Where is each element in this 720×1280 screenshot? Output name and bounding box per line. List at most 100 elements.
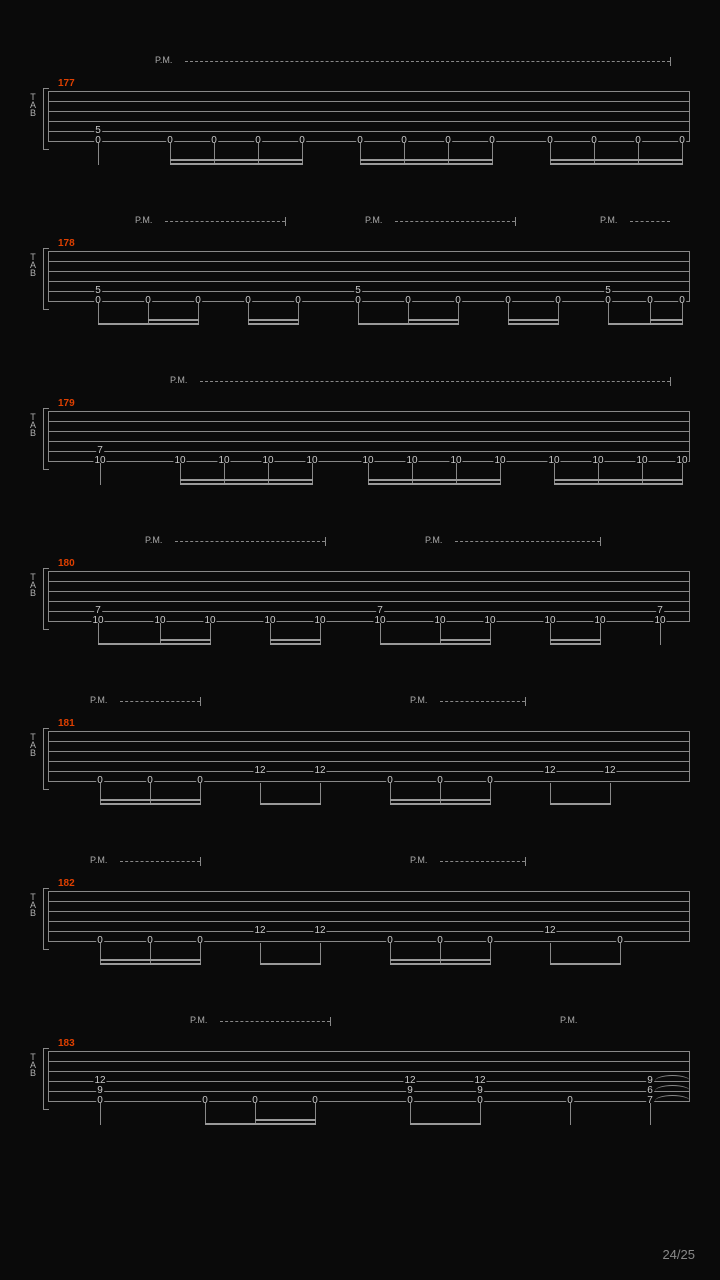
palm-mute-end <box>325 537 326 546</box>
note-stem <box>205 1103 206 1125</box>
beam <box>255 1119 316 1121</box>
note-stem <box>620 943 621 965</box>
note-stem <box>490 943 491 965</box>
barline <box>48 891 49 941</box>
beam <box>160 639 211 641</box>
staff-line <box>48 731 690 732</box>
page-number: 24/25 <box>662 1247 695 1262</box>
fret-number: 12 <box>253 926 266 936</box>
beam <box>390 963 491 965</box>
note-stem <box>554 463 555 485</box>
palm-mute-span <box>185 61 670 63</box>
staff-line <box>48 1071 690 1072</box>
palm-mute-label: P.M. <box>365 215 382 225</box>
note-stem <box>255 1103 256 1125</box>
fret-number: 12 <box>603 766 616 776</box>
bar-number: 177 <box>58 78 75 89</box>
staff-line <box>48 271 690 272</box>
beam <box>358 323 459 325</box>
staff-line <box>48 761 690 762</box>
note-stem <box>492 143 493 165</box>
note-stem <box>638 143 639 165</box>
tie <box>655 1095 690 1101</box>
beam <box>100 963 201 965</box>
staff-line <box>48 771 690 772</box>
note-stem <box>558 303 559 325</box>
beam <box>440 639 491 641</box>
bar-number: 181 <box>58 718 75 729</box>
note-stem <box>358 303 359 325</box>
staff-line <box>48 131 690 132</box>
note-stem <box>642 463 643 485</box>
staff-line <box>48 781 690 782</box>
bar-number: 183 <box>58 1038 75 1049</box>
staff-line <box>48 431 690 432</box>
note-stem <box>600 623 601 645</box>
palm-mute-end <box>525 697 526 706</box>
tab-clef: TAB <box>28 93 38 117</box>
palm-mute-span <box>630 221 670 223</box>
note-stem <box>270 623 271 645</box>
palm-mute-span <box>440 861 525 863</box>
note-stem <box>224 463 225 485</box>
staff-line <box>48 601 690 602</box>
beam <box>170 163 303 165</box>
note-stem <box>200 783 201 805</box>
beam <box>380 643 491 645</box>
note-stem <box>198 303 199 325</box>
staff-line <box>48 941 690 942</box>
staff-line <box>48 1051 690 1052</box>
note-stem <box>440 623 441 645</box>
fret-number: 12 <box>313 926 326 936</box>
beam <box>390 799 491 801</box>
palm-mute-span <box>455 541 600 543</box>
staff-line <box>48 1061 690 1062</box>
note-stem <box>682 463 683 485</box>
palm-mute-end <box>200 857 201 866</box>
staff-line <box>48 591 690 592</box>
beam <box>100 959 201 961</box>
beam <box>148 319 199 321</box>
note-stem <box>508 303 509 325</box>
beam <box>368 483 501 485</box>
palm-mute-label: P.M. <box>145 535 162 545</box>
note-stem <box>390 783 391 805</box>
tab-clef: TAB <box>28 253 38 277</box>
note-stem <box>98 623 99 645</box>
note-stem <box>550 623 551 645</box>
note-stem <box>100 783 101 805</box>
note-stem <box>610 783 611 805</box>
note-stem <box>440 783 441 805</box>
note-stem <box>550 783 551 805</box>
staff-line <box>48 421 690 422</box>
tab-clef: TAB <box>28 413 38 437</box>
palm-mute-end <box>515 217 516 226</box>
note-stem <box>408 303 409 325</box>
tab-clef: TAB <box>28 573 38 597</box>
fret-number: 12 <box>313 766 326 776</box>
bar-number: 179 <box>58 398 75 409</box>
note-stem <box>248 303 249 325</box>
note-stem <box>608 303 609 325</box>
note-stem <box>302 143 303 165</box>
fret-number: 12 <box>543 926 556 936</box>
note-stem <box>258 143 259 165</box>
palm-mute-span <box>120 861 200 863</box>
note-stem <box>148 303 149 325</box>
note-stem <box>500 463 501 485</box>
staff-line <box>48 121 690 122</box>
note-stem <box>550 143 551 165</box>
staff-line <box>48 751 690 752</box>
palm-mute-label: P.M. <box>135 215 152 225</box>
staff-line <box>48 261 690 262</box>
staff-line <box>48 1101 690 1102</box>
beam <box>550 803 611 805</box>
palm-mute-label: P.M. <box>190 1015 207 1025</box>
barline <box>48 731 49 781</box>
note-stem <box>594 143 595 165</box>
note-stem <box>100 943 101 965</box>
palm-mute-label: P.M. <box>600 215 617 225</box>
note-stem <box>490 783 491 805</box>
staff-line <box>48 411 690 412</box>
beam <box>205 1123 316 1125</box>
